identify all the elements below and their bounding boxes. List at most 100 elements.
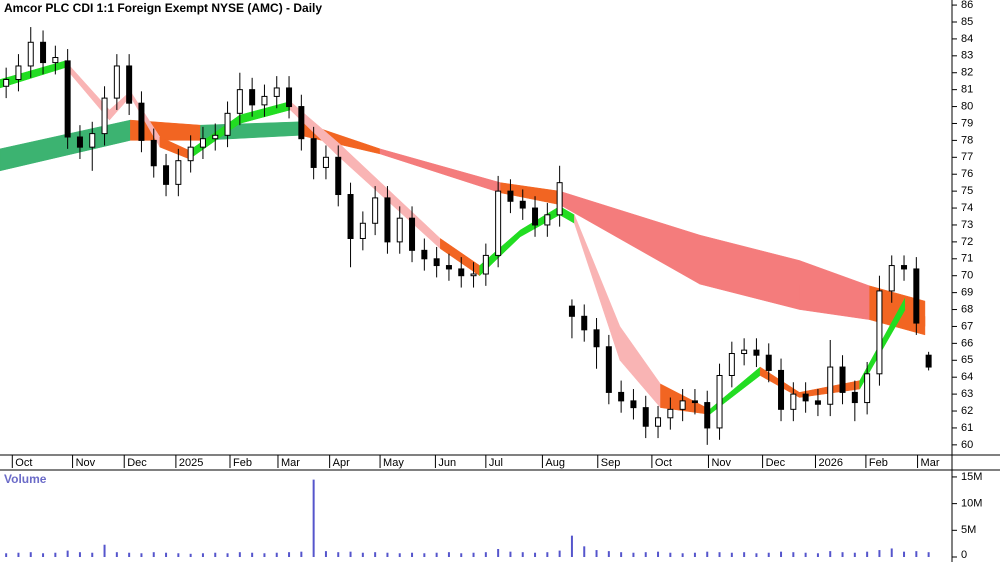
y-tick-label: 65 (961, 354, 973, 366)
y-tick-label: 81 (961, 84, 973, 96)
candle-body (175, 160, 182, 185)
candle-body (925, 354, 932, 368)
candle-body (741, 349, 748, 355)
candle-body (322, 156, 329, 168)
y-tick-label: 60 (961, 439, 973, 451)
candle-body (335, 156, 342, 196)
x-tick-label: May (383, 457, 404, 469)
candle-body (15, 65, 22, 80)
candle-body (187, 146, 194, 162)
x-tick-label: Oct (15, 457, 32, 469)
y-tick-label: 70 (961, 270, 973, 282)
y-tick-label: 62 (961, 405, 973, 417)
candle-body (310, 138, 317, 168)
candle-body (27, 41, 34, 67)
x-tick-label: Aug (545, 457, 565, 469)
candle-body (778, 369, 785, 410)
candle-body (298, 106, 305, 140)
candle-body (458, 268, 465, 277)
candle-body (679, 400, 686, 410)
candle-body (556, 182, 563, 216)
volume-tick-label: 5M (961, 524, 976, 536)
candle-body (101, 97, 108, 135)
candle-body (372, 197, 379, 224)
x-tick-label: 2025 (179, 457, 203, 469)
candle-body (519, 200, 526, 209)
candle-body (52, 57, 59, 64)
y-tick-label: 75 (961, 185, 973, 197)
candle-body (212, 134, 219, 140)
candle-body (261, 95, 268, 106)
y-tick-label: 66 (961, 337, 973, 349)
ribbon-segment (869, 285, 926, 336)
y-tick-label: 86 (961, 0, 973, 11)
candle-body (3, 78, 10, 87)
x-tick-label: Feb (233, 457, 252, 469)
volume-tick-label: 10M (961, 498, 982, 510)
candle-body (728, 353, 735, 377)
candle-body (396, 217, 403, 243)
y-tick-label: 64 (961, 371, 973, 383)
candle-body (544, 214, 551, 226)
y-tick-label: 71 (961, 253, 973, 265)
y-tick-label: 82 (961, 67, 973, 79)
candle-body (716, 375, 723, 429)
y-tick-label: 73 (961, 219, 973, 231)
x-tick-label: Dec (127, 457, 147, 469)
candle-body (286, 87, 293, 108)
candle-body (76, 136, 83, 148)
x-tick-label: Dec (766, 457, 786, 469)
candle-body (864, 373, 871, 404)
candle-body (249, 89, 256, 106)
y-tick-label: 68 (961, 303, 973, 315)
candle-body (839, 366, 846, 393)
x-tick-label: Sep (601, 457, 621, 469)
candle-body (495, 190, 502, 256)
volume-tick-label: 15M (961, 471, 982, 483)
x-tick-label: Apr (333, 457, 350, 469)
candle-body (273, 87, 280, 97)
y-tick-label: 77 (961, 151, 973, 163)
y-tick-label: 83 (961, 50, 973, 62)
candle-body (704, 402, 711, 429)
volume-tick-label: 0 (961, 549, 967, 561)
x-tick-label: Jun (438, 457, 456, 469)
x-tick-label: Feb (869, 457, 888, 469)
candle-body (667, 408, 674, 419)
candle-body (236, 89, 243, 114)
candle-body (532, 207, 539, 226)
candle-body (445, 265, 452, 270)
candle-body (913, 268, 920, 324)
candle-body (409, 217, 416, 251)
candle-body (421, 249, 428, 260)
candle-body (605, 346, 612, 393)
y-tick-label: 78 (961, 134, 973, 146)
x-tick-label: Oct (655, 457, 672, 469)
y-tick-label: 79 (961, 117, 973, 129)
candle-body (876, 290, 883, 375)
candle-body (630, 400, 637, 409)
candle-body (691, 400, 698, 404)
y-tick-label: 80 (961, 100, 973, 112)
candle-body (802, 393, 809, 402)
y-tick-label: 63 (961, 388, 973, 400)
y-tick-label: 84 (961, 33, 973, 45)
candle-body (359, 222, 366, 239)
candle-body (642, 407, 649, 427)
candle-body (618, 391, 625, 402)
candle-body (507, 190, 514, 202)
candle-body (888, 265, 895, 292)
y-tick-label: 76 (961, 168, 973, 180)
candle-body (482, 254, 489, 275)
candle-body (765, 354, 772, 371)
candle-body (581, 315, 588, 331)
x-tick-label: Nov (711, 457, 731, 469)
volume-label: Volume (4, 472, 47, 486)
candle-body (347, 194, 354, 239)
candle-body (199, 138, 206, 148)
candle-body (64, 60, 71, 138)
candle-body (753, 349, 760, 356)
candle-body (901, 265, 908, 270)
candle-body (655, 417, 662, 427)
candle-body (89, 133, 96, 148)
